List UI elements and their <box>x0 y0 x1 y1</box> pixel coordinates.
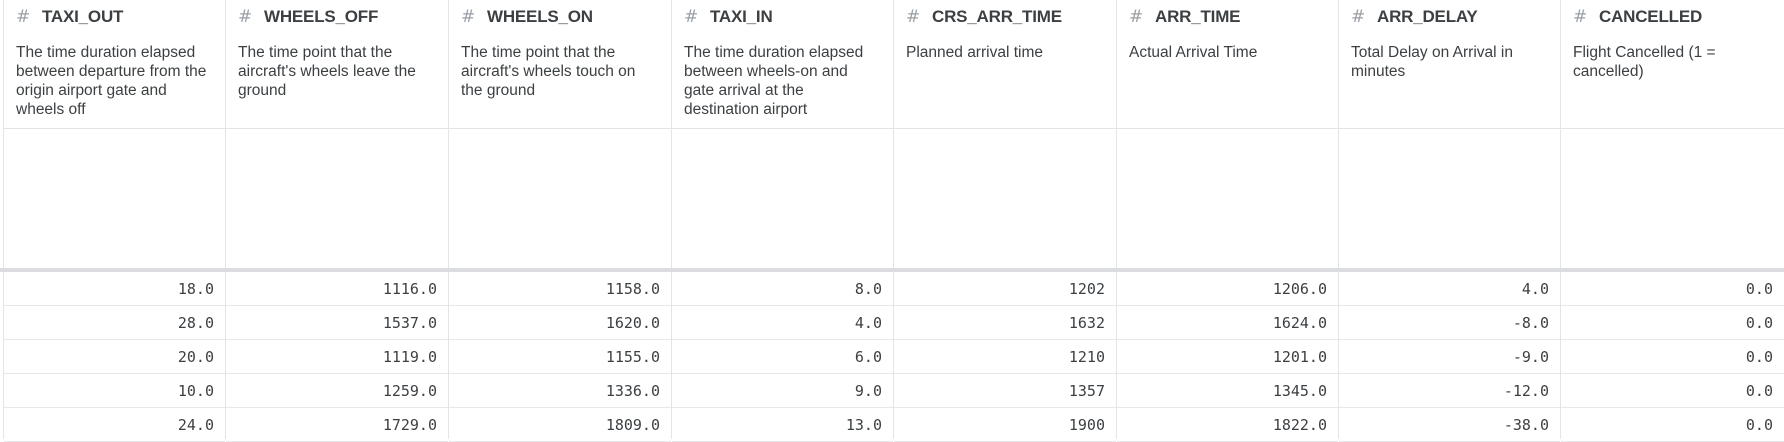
table-cell[interactable]: -9.0 <box>1339 340 1560 374</box>
table-cell[interactable]: 4.0 <box>1339 272 1560 306</box>
column-taxi-in: # TAXI_IN The time duration elapsed betw… <box>672 0 894 442</box>
table-cell[interactable]: 8.0 <box>672 272 893 306</box>
column-description: Total Delay on Arrival in minutes <box>1351 44 1513 80</box>
table-cell[interactable]: -8.0 <box>1339 306 1560 340</box>
column-arr-delay: # ARR_DELAY Total Delay on Arrival in mi… <box>1339 0 1561 442</box>
column-cells: 18.0 28.0 20.0 10.0 24.0 <box>4 272 225 442</box>
table-cell[interactable]: 0.0 <box>1561 374 1784 408</box>
table-cell[interactable]: 0.0 <box>1561 272 1784 306</box>
hash-icon: # <box>461 7 476 27</box>
table-cell[interactable]: 13.0 <box>672 408 893 442</box>
column-header[interactable]: # CANCELLED Flight Cancelled (1 = cancel… <box>1561 0 1784 129</box>
column-histogram-area <box>4 129 225 268</box>
column-cells: 8.0 4.0 6.0 9.0 13.0 <box>672 272 893 442</box>
column-wheels-off: # WHEELS_OFF The time point that the air… <box>226 0 449 442</box>
table-cell[interactable]: 1900 <box>894 408 1116 442</box>
column-header[interactable]: # WHEELS_ON The time point that the airc… <box>449 0 671 129</box>
column-title: CRS_ARR_TIME <box>932 7 1062 26</box>
table-cell[interactable]: 0.0 <box>1561 340 1784 374</box>
column-histogram-area <box>1561 129 1784 268</box>
hash-icon: # <box>1129 7 1144 27</box>
table-cell[interactable]: -38.0 <box>1339 408 1560 442</box>
column-cells: 0.0 0.0 0.0 0.0 0.0 <box>1561 272 1784 442</box>
column-header[interactable]: # ARR_TIME Actual Arrival Time <box>1117 0 1338 129</box>
table-cell[interactable]: 1620.0 <box>449 306 671 340</box>
column-title: WHEELS_OFF <box>264 7 379 26</box>
table-cell[interactable]: 1537.0 <box>226 306 448 340</box>
table-cell[interactable]: 1809.0 <box>449 408 671 442</box>
column-description: Flight Cancelled (1 = cancelled) <box>1573 44 1716 80</box>
column-header[interactable]: # CRS_ARR_TIME Planned arrival time <box>894 0 1116 129</box>
row-index-gutter <box>0 0 4 439</box>
column-description: The time point that the aircraft's wheel… <box>461 44 636 99</box>
hash-icon: # <box>238 7 253 27</box>
hash-icon: # <box>16 7 31 27</box>
column-header[interactable]: # TAXI_OUT The time duration elapsed bet… <box>4 0 225 129</box>
table-cell[interactable]: 4.0 <box>672 306 893 340</box>
column-cells: 1206.0 1624.0 1201.0 1345.0 1822.0 <box>1117 272 1338 442</box>
column-histogram-area <box>1117 129 1338 268</box>
column-histogram-area <box>449 129 671 268</box>
column-cells: 1158.0 1620.0 1155.0 1336.0 1809.0 <box>449 272 671 442</box>
hash-icon: # <box>1351 7 1366 27</box>
column-wheels-on: # WHEELS_ON The time point that the airc… <box>449 0 672 442</box>
table-cell[interactable]: 10.0 <box>4 374 225 408</box>
table-cell[interactable]: 1345.0 <box>1117 374 1338 408</box>
column-description: Actual Arrival Time <box>1129 44 1258 61</box>
table-cell[interactable]: 1116.0 <box>226 272 448 306</box>
table-cell[interactable]: 1822.0 <box>1117 408 1338 442</box>
table-cell[interactable]: 1210 <box>894 340 1116 374</box>
column-description: The time point that the aircraft's wheel… <box>238 44 416 99</box>
table-cell[interactable]: 1624.0 <box>1117 306 1338 340</box>
table-cell[interactable]: 0.0 <box>1561 306 1784 340</box>
table-cell[interactable]: 0.0 <box>1561 408 1784 442</box>
table-cell[interactable]: 1201.0 <box>1117 340 1338 374</box>
table-cell[interactable]: 24.0 <box>4 408 225 442</box>
column-title: WHEELS_ON <box>487 7 593 26</box>
table-cell[interactable]: 1206.0 <box>1117 272 1338 306</box>
column-histogram-area <box>1339 129 1560 268</box>
table-cell[interactable]: 18.0 <box>4 272 225 306</box>
header-body-divider <box>0 268 1784 272</box>
table-cell[interactable]: 1119.0 <box>226 340 448 374</box>
column-header[interactable]: # ARR_DELAY Total Delay on Arrival in mi… <box>1339 0 1560 129</box>
table-cell[interactable]: 28.0 <box>4 306 225 340</box>
table-cell[interactable]: 1357 <box>894 374 1116 408</box>
column-taxi-out: # TAXI_OUT The time duration elapsed bet… <box>4 0 226 442</box>
column-title: ARR_TIME <box>1155 7 1241 26</box>
table-cell[interactable]: 1336.0 <box>449 374 671 408</box>
hash-icon: # <box>684 7 699 27</box>
column-cells: 4.0 -8.0 -9.0 -12.0 -38.0 <box>1339 272 1560 442</box>
table-cell[interactable]: 1202 <box>894 272 1116 306</box>
table-cell[interactable]: 1155.0 <box>449 340 671 374</box>
hash-icon: # <box>1573 7 1588 27</box>
column-cells: 1116.0 1537.0 1119.0 1259.0 1729.0 <box>226 272 448 442</box>
column-description: The time duration elapsed between wheels… <box>684 44 864 118</box>
table-cell[interactable]: 1729.0 <box>226 408 448 442</box>
column-title: CANCELLED <box>1599 7 1703 26</box>
column-histogram-area <box>894 129 1116 268</box>
column-cells: 1202 1632 1210 1357 1900 <box>894 272 1116 442</box>
table-cell[interactable]: 1259.0 <box>226 374 448 408</box>
column-title: ARR_DELAY <box>1377 7 1478 26</box>
column-arr-time: # ARR_TIME Actual Arrival Time 1206.0 16… <box>1117 0 1339 442</box>
column-description: The time duration elapsed between depart… <box>16 44 207 118</box>
hash-icon: # <box>906 7 921 27</box>
column-crs-arr-time: # CRS_ARR_TIME Planned arrival time 1202… <box>894 0 1117 442</box>
column-histogram-area <box>226 129 448 268</box>
column-title: TAXI_OUT <box>42 7 124 26</box>
column-title: TAXI_IN <box>710 7 773 26</box>
column-cancelled: # CANCELLED Flight Cancelled (1 = cancel… <box>1561 0 1784 442</box>
column-histogram-area <box>672 129 893 268</box>
table-cell[interactable]: 20.0 <box>4 340 225 374</box>
table-cell[interactable]: 1158.0 <box>449 272 671 306</box>
table-cell[interactable]: -12.0 <box>1339 374 1560 408</box>
column-header[interactable]: # WHEELS_OFF The time point that the air… <box>226 0 448 129</box>
column-header[interactable]: # TAXI_IN The time duration elapsed betw… <box>672 0 893 129</box>
column-description: Planned arrival time <box>906 44 1043 61</box>
table-cell[interactable]: 9.0 <box>672 374 893 408</box>
table-cell[interactable]: 6.0 <box>672 340 893 374</box>
table-cell[interactable]: 1632 <box>894 306 1116 340</box>
